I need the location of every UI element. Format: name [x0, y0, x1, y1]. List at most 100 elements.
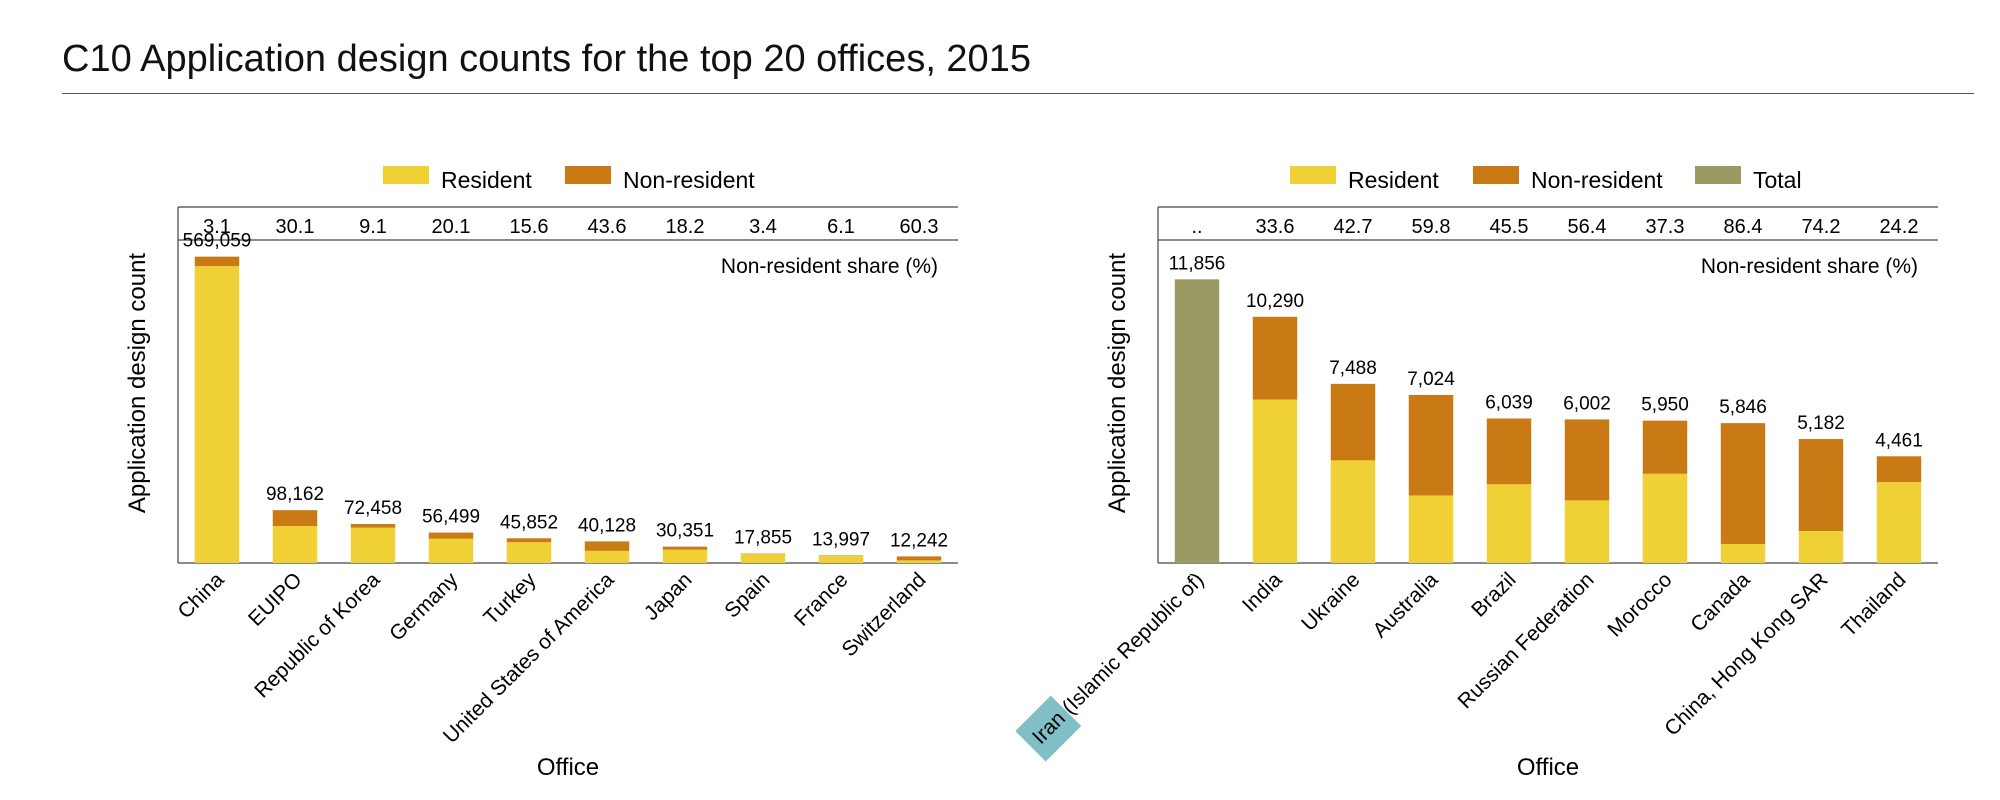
- x-tick-label: Iran (Islamic Republic of): [1028, 568, 1208, 748]
- y-axis-title: Application design count: [124, 253, 151, 514]
- bar-total-label: 6,039: [1485, 393, 1533, 414]
- share-value: 15.6: [510, 216, 549, 238]
- title-rule: [62, 93, 1974, 94]
- bar-resident: [1798, 531, 1844, 563]
- bar-total-label: 5,950: [1641, 395, 1689, 416]
- bar-resident: [1720, 543, 1766, 563]
- bar-non-resident: [506, 538, 552, 543]
- bar-resident: [1408, 495, 1454, 563]
- bar-resident: [818, 555, 864, 563]
- bar-non-resident: [1408, 394, 1454, 496]
- tick-label-group: Ukraine: [1297, 568, 1364, 635]
- bar-non-resident: [1642, 420, 1688, 474]
- bar-non-resident: [428, 532, 474, 539]
- bar-resident: [506, 542, 552, 563]
- bar-total-label: 7,024: [1407, 369, 1455, 390]
- share-value: 20.1: [432, 216, 471, 238]
- bar-total-label: 17,855: [734, 527, 792, 548]
- chart-2: Resident Non-resident Total Non-resident sh…: [1015, 166, 1938, 781]
- bar-resident: [1252, 399, 1298, 563]
- bar-total-label: 45,852: [500, 512, 558, 533]
- chart-1: Resident Non-resident Non-resident share (…: [124, 166, 958, 781]
- bar-total-label: 56,499: [422, 507, 480, 528]
- bar-non-resident: [1798, 439, 1844, 532]
- bar-resident: [1486, 484, 1532, 563]
- bar-resident: [1330, 460, 1376, 563]
- x-tick-label: EUIPO: [244, 568, 306, 630]
- legend-label: Resident: [441, 167, 532, 193]
- share-value: 37.3: [1646, 216, 1685, 238]
- bar-non-resident: [1876, 456, 1922, 483]
- share-value: 30.1: [276, 216, 315, 238]
- legend-label: Total: [1753, 167, 1802, 193]
- bar-resident: [272, 526, 318, 563]
- y-axis-title: Application design count: [1104, 253, 1131, 514]
- share-value: 24.2: [1880, 216, 1919, 238]
- x-tick-label: Morocco: [1603, 568, 1676, 641]
- tick-label-group: India: [1238, 568, 1287, 617]
- x-tick-label: Turkey: [479, 568, 540, 629]
- share-value: 60.3: [900, 216, 939, 238]
- share-value: 59.8: [1412, 216, 1451, 238]
- x-axis-title: Office: [1517, 754, 1579, 781]
- bar-total-label: 12,242: [890, 530, 948, 551]
- legend-swatch-resident: [1290, 166, 1336, 184]
- bar-resident: [662, 549, 708, 563]
- x-tick-label: Germany: [385, 568, 463, 646]
- share-value: 9.1: [359, 216, 387, 238]
- bar-total-label: 13,997: [812, 529, 870, 550]
- share-value: 6.1: [827, 216, 855, 238]
- tick-label-group: Spain: [720, 568, 774, 622]
- bar-resident: [1564, 500, 1610, 563]
- bar-resident: [428, 538, 474, 563]
- x-tick-label: China: [173, 568, 228, 623]
- bar-non-resident: [194, 256, 240, 267]
- share-value: ..: [1191, 216, 1202, 238]
- bar-total-label: 98,162: [266, 484, 324, 505]
- highlight-marker: [1015, 695, 1082, 762]
- bar-total-label: 30,351: [656, 521, 714, 542]
- bar-non-resident: [1252, 316, 1298, 400]
- share-value: 45.5: [1490, 216, 1529, 238]
- tick-label-group: Australia: [1368, 568, 1442, 642]
- tick-label-group: Canada: [1686, 568, 1755, 637]
- tick-rest: (Islamic Republic of): [1054, 568, 1209, 723]
- tick-label-group: China: [173, 568, 228, 623]
- tick-label-group: Switzerland: [838, 568, 931, 661]
- bar-total-label: 5,182: [1797, 413, 1845, 434]
- bar-total: [1174, 279, 1220, 563]
- x-tick-label: France: [790, 568, 852, 630]
- share-value: 56.4: [1568, 216, 1607, 238]
- bar-total-label: 72,458: [344, 498, 402, 519]
- share-title: Non-resident share (%): [721, 255, 938, 278]
- share-value: 3.4: [749, 216, 777, 238]
- share-value: 33.6: [1256, 216, 1295, 238]
- tick-label-group: Germany: [385, 568, 463, 646]
- bar-total-label: 11,856: [1169, 253, 1226, 274]
- legend-label: Resident: [1348, 167, 1439, 193]
- tick-label-group: Thailand: [1837, 568, 1910, 641]
- tick-label-group: Morocco: [1603, 568, 1676, 641]
- bar-total-label: 6,002: [1563, 393, 1611, 414]
- bar-resident: [740, 553, 786, 563]
- bar-total-label: 4,461: [1875, 430, 1923, 451]
- tick-label-group: Iran (Islamic Republic of): [1015, 568, 1209, 762]
- x-tick-label: Brazil: [1467, 568, 1520, 621]
- bar-resident: [896, 560, 942, 563]
- bar-non-resident: [1486, 418, 1532, 485]
- x-tick-label: Japan: [640, 568, 697, 625]
- x-tick-label: Spain: [720, 568, 774, 622]
- bar-resident: [584, 550, 630, 563]
- tick-label-group: France: [790, 568, 852, 630]
- share-value: 18.2: [666, 216, 705, 238]
- bar-resident: [350, 527, 396, 563]
- bar-non-resident: [1564, 419, 1610, 501]
- bar-resident: [1642, 473, 1688, 563]
- bar-total-label: 569,059: [183, 231, 252, 252]
- x-tick-label: China, Hong Kong SAR: [1660, 568, 1832, 740]
- x-tick-label: Australia: [1368, 568, 1442, 642]
- share-value: 43.6: [588, 216, 627, 238]
- tick-label-group: Brazil: [1467, 568, 1520, 621]
- tick-label-group: Japan: [640, 568, 697, 625]
- share-title: Non-resident share (%): [1701, 255, 1918, 278]
